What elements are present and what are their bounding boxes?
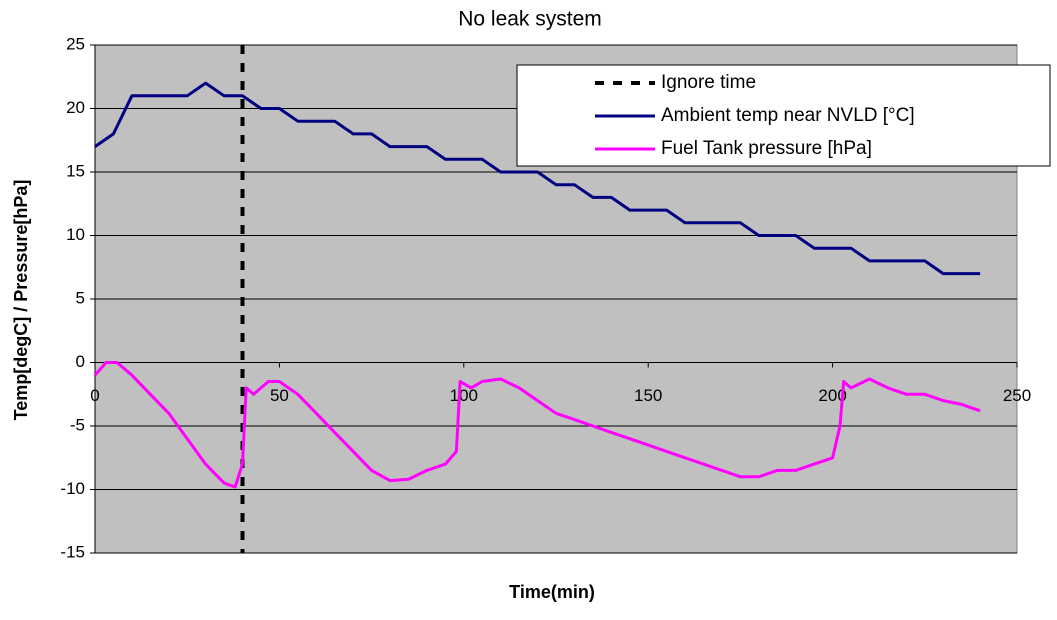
x-tick-label: 250 bbox=[1003, 386, 1031, 405]
x-tick-label: 50 bbox=[270, 386, 289, 405]
y-tick-label: -10 bbox=[60, 479, 85, 498]
y-tick-label: 25 bbox=[66, 34, 85, 53]
y-axis-title: Temp[degC] / Pressure[hPa] bbox=[11, 180, 31, 421]
x-tick-label: 0 bbox=[90, 386, 99, 405]
y-tick-label: -15 bbox=[60, 542, 85, 561]
y-tick-label: 5 bbox=[76, 288, 85, 307]
chart-title: No leak system bbox=[458, 8, 602, 31]
y-tick-label: -5 bbox=[70, 415, 85, 434]
y-tick-label: 0 bbox=[76, 352, 85, 371]
legend-label: Fuel Tank pressure [hPa] bbox=[661, 138, 872, 159]
x-tick-label: 100 bbox=[450, 386, 478, 405]
x-axis-title: Time(min) bbox=[509, 582, 595, 602]
y-tick-label: 15 bbox=[66, 161, 85, 180]
legend-label: Ambient temp near NVLD [°C] bbox=[661, 105, 915, 126]
x-tick-label: 150 bbox=[634, 386, 662, 405]
series-line bbox=[93, 361, 981, 489]
y-tick-label: 10 bbox=[66, 225, 85, 244]
legend-label: Ignore time bbox=[661, 72, 756, 93]
y-tick-label: 20 bbox=[66, 98, 85, 117]
x-tick-label: 200 bbox=[818, 386, 846, 405]
series-line bbox=[94, 81, 981, 276]
